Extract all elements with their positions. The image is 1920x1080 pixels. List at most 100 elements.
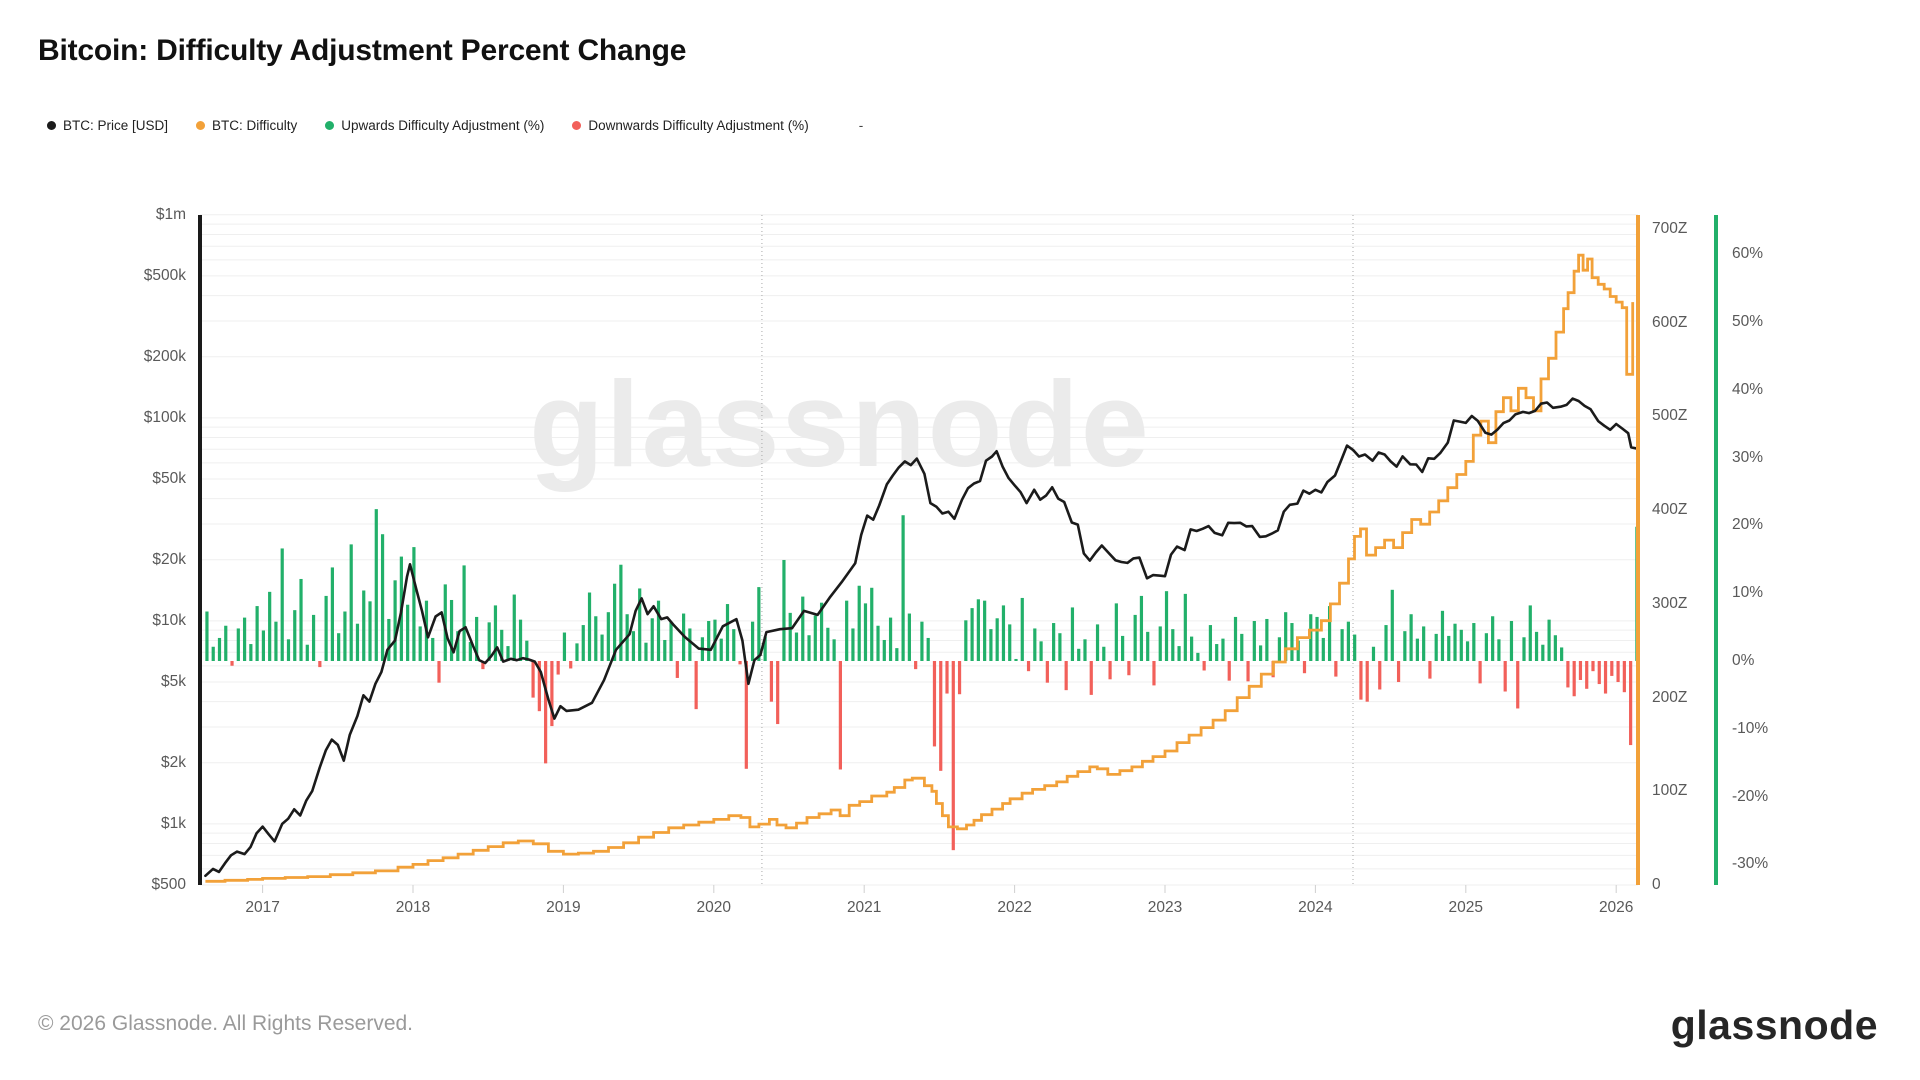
upward-adjustment-bar <box>1409 614 1413 661</box>
upward-adjustment-bar <box>1340 629 1344 661</box>
legend-item-1[interactable]: BTC: Difficulty <box>196 118 297 133</box>
year-tick-label: 2019 <box>546 899 581 916</box>
year-tick-label: 2025 <box>1448 899 1484 916</box>
upward-adjustment-bar <box>1353 634 1357 661</box>
downward-adjustment-bar <box>1578 661 1583 680</box>
legend-item-2[interactable]: Upwards Difficulty Adjustment (%) <box>325 118 544 133</box>
downward-adjustment-bar <box>1478 661 1482 684</box>
downward-adjustment-bar <box>1597 661 1601 685</box>
upward-adjustment-bar <box>1083 639 1087 661</box>
legend-item-0[interactable]: BTC: Price [USD] <box>47 118 168 133</box>
upward-adjustment-bar <box>1465 641 1470 661</box>
upward-adjustment-bar <box>1484 633 1488 661</box>
price-tick-label: $500k <box>143 266 186 284</box>
upward-adjustment-bar <box>355 623 360 661</box>
upward-adjustment-bar <box>1052 623 1056 661</box>
upward-adjustment-bar <box>606 612 610 661</box>
percent-tick-label: 30% <box>1732 448 1764 466</box>
upward-adjustment-bar <box>242 617 247 661</box>
upward-adjustment-bar <box>826 627 830 661</box>
percent-tick-label: -10% <box>1732 719 1769 737</box>
upward-adjustment-bar <box>330 567 334 661</box>
upward-adjustment-bar <box>895 648 899 661</box>
upward-adjustment-bar <box>587 592 592 661</box>
price-line <box>204 397 1638 878</box>
upward-adjustment-bar <box>205 611 209 661</box>
upward-adjustment-bar <box>1177 646 1181 661</box>
price-tick-label: $200k <box>143 347 186 365</box>
upward-adjustment-bar <box>224 625 228 661</box>
upward-adjustment-bar <box>337 633 341 661</box>
upward-adjustment-bar <box>732 629 736 661</box>
upward-adjustment-bar <box>236 628 240 661</box>
upward-adjustment-bar <box>500 629 504 661</box>
downward-adjustment-bar <box>1378 661 1382 690</box>
price-tick-label: $1k <box>161 814 186 832</box>
percent-tick-label: 40% <box>1732 380 1764 398</box>
upward-adjustment-bar <box>970 608 974 661</box>
upward-adjustment-bar <box>412 547 416 661</box>
upward-adjustment-bar <box>1541 644 1545 661</box>
upward-adjustment-bar <box>1196 652 1200 661</box>
downward-adjustment-bar <box>1365 661 1369 702</box>
upward-adjustment-bar <box>750 621 755 661</box>
upward-adjustment-bar <box>1014 658 1018 661</box>
downward-adjustment-bar <box>544 661 548 764</box>
upward-adjustment-bar <box>901 515 905 661</box>
upward-adjustment-bar <box>600 634 604 661</box>
legend-item-3[interactable]: Downwards Difficulty Adjustment (%) <box>572 118 809 133</box>
upward-adjustment-bar <box>1403 631 1407 661</box>
upward-adjustment-bar <box>1315 616 1319 661</box>
upward-adjustment-bar <box>794 632 799 661</box>
upward-adjustment-bar <box>1058 633 1062 661</box>
upward-adjustment-bar <box>274 621 278 661</box>
upward-adjustment-bar <box>418 626 422 661</box>
upward-adjustment-bar <box>644 642 648 661</box>
upward-adjustment-bar <box>299 578 303 661</box>
upward-adjustment-bar <box>255 606 259 661</box>
legend-item-label: Downwards Difficulty Adjustment (%) <box>588 118 809 133</box>
upward-adjustment-bar <box>1459 629 1463 661</box>
upward-adjustment-bar <box>1422 626 1426 661</box>
price-tick-label: $2k <box>161 753 186 771</box>
difficulty-tick-label: 500Z <box>1652 407 1688 425</box>
upward-adjustment-bar <box>462 565 466 661</box>
downward-adjustment-bar <box>1503 661 1507 692</box>
upward-adjustment-bar <box>688 628 692 661</box>
upward-adjustment-bar <box>380 534 385 661</box>
downward-adjustment-bar <box>1428 661 1432 679</box>
downward-adjustment-bar <box>318 661 322 668</box>
upward-adjustment-bar <box>876 625 880 661</box>
upward-adjustment-bar <box>1265 618 1269 661</box>
upward-adjustment-bar <box>1240 633 1244 661</box>
upward-adjustment-bar <box>362 590 366 661</box>
upward-adjustment-bar <box>1164 591 1169 661</box>
percent-tick-label: -30% <box>1732 855 1769 873</box>
upward-adjustment-bar <box>311 614 316 661</box>
upward-adjustment-bar <box>1560 647 1564 661</box>
upward-adjustment-bar <box>851 628 855 661</box>
upward-adjustment-bar <box>1415 638 1419 661</box>
year-tick-label: 2020 <box>696 899 732 916</box>
upward-adjustment-bar <box>368 601 372 661</box>
upward-adjustment-bar <box>926 637 930 661</box>
upward-adjustment-bar <box>650 618 654 661</box>
percent-tick-label: 20% <box>1732 516 1764 534</box>
percent-tick-label: -20% <box>1732 787 1769 805</box>
copyright-text: © 2026 Glassnode. All Rights Reserved. <box>38 1012 414 1035</box>
upward-adjustment-bar <box>1258 645 1263 661</box>
upward-adjustment-bar <box>813 615 817 661</box>
upward-adjustment-bar <box>1434 633 1438 661</box>
upward-adjustment-bar <box>964 620 968 661</box>
price-tick-label: $100k <box>143 408 186 426</box>
downward-adjustment-bar <box>1622 661 1626 693</box>
downward-adjustment-bar <box>1603 661 1608 694</box>
page-title: Bitcoin: Difficulty Adjustment Percent C… <box>38 34 687 67</box>
glassnode-logo[interactable]: glassnode <box>1670 1002 1878 1048</box>
upward-adjustment-bar <box>1472 623 1476 661</box>
upward-adjustment-bar <box>1296 640 1300 661</box>
upward-adjustment-bar <box>1133 614 1137 661</box>
legend-dot-icon <box>325 121 335 130</box>
legend-dot-icon <box>572 121 582 130</box>
